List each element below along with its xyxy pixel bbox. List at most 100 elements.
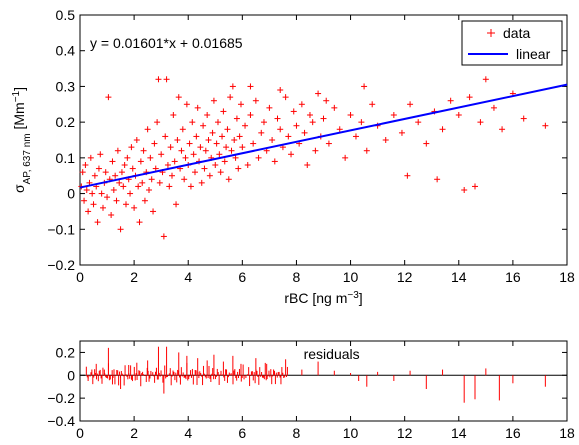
data-point [237,101,244,108]
y-tick-label: −0.2 [47,257,75,273]
data-point [266,104,273,111]
y-tick-label: 0.3 [56,78,76,94]
data-point [178,147,185,154]
residuals-frame [79,340,568,422]
y-axis-label: σAP, 637 nm [Mm−1] [11,87,33,193]
fit-equation: y = 0.01601*x + 0.01685 [90,35,243,51]
residuals-x-axis-ticks: 0 2 4 6 8 10 12 14 16 18 [76,341,575,441]
data-point [239,144,246,151]
x-tick-label: 8 [293,269,301,285]
x-tick-label: 16 [505,269,521,285]
data-point [120,183,127,190]
data-point [136,219,143,226]
data-point [189,119,196,126]
data-point [255,154,262,161]
data-point [220,108,227,115]
linear-fit-line [79,83,568,189]
data-point [155,76,162,83]
data-point [404,172,411,179]
data-point [274,115,281,122]
data-point [97,151,104,158]
data-point [250,140,257,147]
data-point [197,144,204,151]
data-point [116,179,123,186]
data-point [87,154,94,161]
data-point [204,112,211,118]
data-point [82,162,89,168]
data-point [133,137,140,143]
data-point [231,137,238,143]
x-tick-label: 14 [451,269,467,285]
data-point [225,176,232,183]
y-axis-label-main: σ [11,184,27,193]
data-point [148,176,155,183]
data-point [173,201,180,208]
residuals-annotation: residuals [304,346,360,362]
residuals-x-tick-label: 2 [130,425,138,441]
x-tick-label: 10 [343,269,359,285]
data-point [156,179,163,186]
data-point [290,108,297,115]
data-point [174,137,181,143]
data-point [121,162,128,168]
data-point [260,119,267,126]
data-point [187,183,194,190]
legend: data linear [461,20,563,66]
data-point [129,165,136,172]
residuals-y-tick-label: −0.4 [47,413,75,429]
data-point [193,133,200,140]
data-point [113,197,120,204]
data-point [163,76,170,83]
data-point [202,147,209,154]
residuals-x-tick-label: 0 [76,425,84,441]
data-point [258,129,265,136]
data-point [363,147,370,154]
x-axis-label: rBC [ng m−3] [284,290,362,307]
data-point [212,162,219,168]
data-point [91,172,98,179]
data-point [277,126,284,133]
data-point [358,119,365,126]
data-point [122,201,129,208]
data-point [167,144,174,151]
data-point [242,122,249,129]
data-point [298,101,305,108]
y-tick-label: 0 [67,186,75,202]
legend-box [461,20,563,66]
data-point [139,179,146,186]
data-point [99,204,106,211]
data-point [325,140,332,147]
data-point [244,162,251,168]
legend-marker-data [487,29,495,37]
data-point [247,112,254,118]
residuals-y-tick-label: 0.2 [56,344,76,360]
data-point [205,137,212,143]
data-point [342,154,349,161]
residual-bars [85,346,546,403]
data-point [293,122,300,129]
data-point [105,94,112,101]
x-tick-label: 12 [397,269,413,285]
data-point [140,147,147,154]
y-tick-label: 0.2 [56,114,76,130]
data-point [190,151,197,158]
data-point [131,204,138,211]
x-tick-label: 4 [184,269,192,285]
data-point [542,122,549,129]
data-point [198,179,205,186]
data-point [288,151,295,158]
y-axis-label-sub: AP, 637 nm [22,133,33,184]
residuals-x-tick-label: 4 [184,425,192,441]
data-point [477,119,484,126]
data-point [309,119,316,126]
x-axis-ticks: 0 2 4 6 8 10 12 14 16 18 [76,15,575,285]
data-point [186,140,193,147]
data-point [135,183,142,190]
data-point [182,154,189,161]
data-point [229,83,236,90]
data-point [223,144,230,151]
data-point [200,122,207,129]
data-point [179,126,186,133]
data-point [228,147,235,154]
y-axis-label-sup: −1 [11,90,22,102]
